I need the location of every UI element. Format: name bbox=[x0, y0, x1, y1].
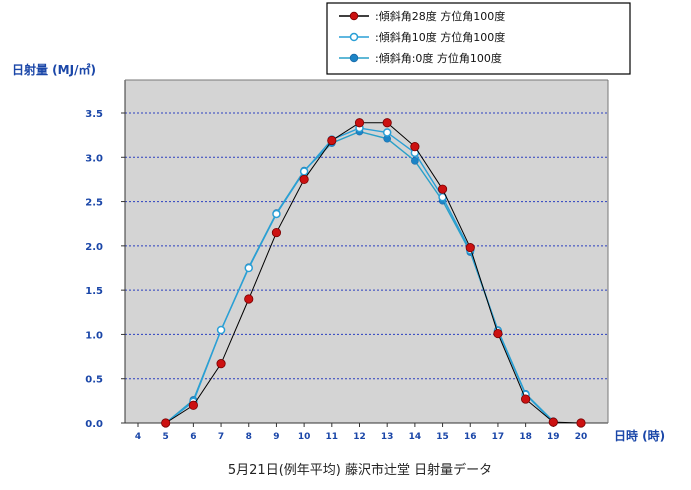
legend-label-3: :傾斜角:0度 方位角100度 bbox=[375, 51, 502, 65]
series-1-point bbox=[161, 418, 171, 428]
series-1-point bbox=[354, 118, 365, 128]
series-1-point bbox=[271, 227, 282, 238]
x-tick-label: 4 bbox=[135, 432, 141, 442]
x-tick-label: 8 bbox=[246, 432, 252, 442]
series-1-point bbox=[299, 174, 309, 185]
x-tick-label: 20 bbox=[575, 432, 588, 442]
series-1-point bbox=[521, 394, 531, 404]
x-tick-label: 15 bbox=[436, 432, 449, 442]
y-tick-label: 0.5 bbox=[85, 375, 103, 386]
series-1-point bbox=[493, 328, 503, 339]
x-tick-label: 7 bbox=[218, 432, 224, 442]
series-line-1 bbox=[165, 122, 582, 424]
legend-swatch-marker bbox=[349, 32, 359, 42]
x-tick-label: 12 bbox=[353, 432, 366, 442]
series-2-point bbox=[216, 325, 226, 335]
y-axis-label: 日射量 (MJ/㎡) bbox=[12, 62, 96, 77]
x-tick-label: 14 bbox=[409, 432, 422, 442]
legend: :傾斜角28度 方位角100度 :傾斜角10度 方位角100度 :傾斜角:0度 方位… bbox=[326, 2, 631, 75]
series-2-point bbox=[272, 209, 281, 219]
y-tick-label: 3.5 bbox=[85, 109, 103, 120]
legend-label-2: :傾斜角10度 方位角100度 bbox=[375, 30, 505, 44]
legend-swatch-marker bbox=[349, 53, 359, 63]
legend-swatch-marker bbox=[349, 11, 359, 21]
series-1-point bbox=[327, 135, 337, 146]
series-2-point bbox=[244, 263, 253, 273]
x-tick-label: 13 bbox=[381, 432, 394, 442]
x-tick-label: 11 bbox=[326, 432, 339, 442]
series-1-point bbox=[382, 118, 392, 128]
series-1-point bbox=[576, 418, 586, 428]
y-tick-label: 0.0 bbox=[85, 419, 103, 430]
x-tick-label: 19 bbox=[547, 432, 560, 442]
x-tick-label: 5 bbox=[163, 432, 169, 442]
series-1-point bbox=[244, 294, 254, 304]
series-1-point bbox=[410, 142, 420, 152]
x-tick-label: 9 bbox=[273, 432, 279, 442]
grid bbox=[125, 112, 608, 380]
series-1-point bbox=[548, 417, 558, 427]
legend-label-1: :傾斜角28度 方位角100度 bbox=[375, 9, 505, 23]
x-axis-label: 日時 (時) bbox=[614, 428, 665, 443]
series-1-point bbox=[188, 400, 198, 410]
chart-title: 5月21日(例年平均) 藤沢市辻堂 日射量データ bbox=[228, 462, 492, 478]
x-tick-label: 17 bbox=[492, 432, 505, 442]
series-3-point bbox=[411, 157, 419, 165]
series-1-point bbox=[437, 184, 448, 194]
x-tick-label: 6 bbox=[190, 432, 196, 442]
y-tick-label: 3.0 bbox=[85, 153, 103, 164]
series-2-point bbox=[299, 167, 309, 176]
series-1-point bbox=[465, 243, 475, 253]
y-tick-label: 2.5 bbox=[85, 198, 103, 209]
x-tick-label: 18 bbox=[519, 432, 532, 442]
series-1-point bbox=[216, 359, 226, 369]
series-layer bbox=[161, 118, 586, 428]
x-tick-label: 16 bbox=[464, 432, 477, 442]
y-tick-label: 1.5 bbox=[85, 286, 103, 297]
x-tick-label: 10 bbox=[298, 432, 311, 442]
plot-area bbox=[125, 80, 608, 423]
series-2-point bbox=[382, 128, 392, 137]
y-tick-label: 1.0 bbox=[85, 330, 103, 341]
y-tick-label: 2.0 bbox=[85, 242, 103, 253]
legend-box bbox=[326, 2, 631, 75]
plot-background bbox=[125, 80, 608, 423]
axes: 0.0 0.5 1.0 1.5 2.0 2.5 3.0 3.5 4 5 6 7 8 9 10 11 12 13 14… bbox=[85, 79, 609, 442]
